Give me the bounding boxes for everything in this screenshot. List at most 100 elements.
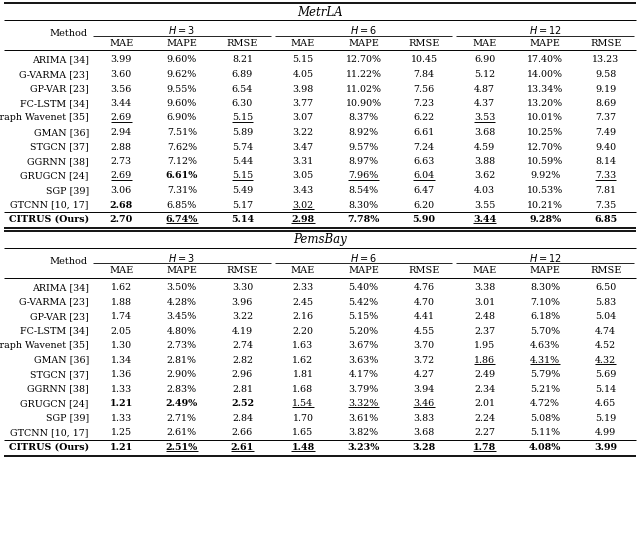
Text: 2.71%: 2.71% bbox=[167, 414, 197, 423]
Text: 6.74%: 6.74% bbox=[166, 215, 198, 224]
Text: 3.99: 3.99 bbox=[111, 55, 132, 64]
Text: RMSE: RMSE bbox=[590, 39, 621, 48]
Text: 5.08%: 5.08% bbox=[530, 414, 560, 423]
Text: 6.50: 6.50 bbox=[595, 283, 616, 292]
Text: MAPE: MAPE bbox=[348, 39, 379, 48]
Text: 3.05: 3.05 bbox=[292, 172, 314, 181]
Text: 1.21: 1.21 bbox=[109, 443, 133, 452]
Text: 1.62: 1.62 bbox=[111, 283, 132, 292]
Text: 6.30: 6.30 bbox=[232, 99, 253, 108]
Text: 3.67%: 3.67% bbox=[348, 341, 379, 350]
Text: 3.79%: 3.79% bbox=[348, 385, 379, 394]
Text: 3.68: 3.68 bbox=[474, 128, 495, 137]
Text: 2.68: 2.68 bbox=[109, 201, 133, 210]
Text: ARIMA [34]: ARIMA [34] bbox=[32, 55, 89, 64]
Text: 6.54: 6.54 bbox=[232, 84, 253, 93]
Text: 7.56: 7.56 bbox=[413, 84, 435, 93]
Text: 10.21%: 10.21% bbox=[527, 201, 563, 210]
Text: 3.01: 3.01 bbox=[474, 298, 495, 307]
Text: Graph Wavenet [35]: Graph Wavenet [35] bbox=[0, 341, 89, 350]
Text: GTCNN [10, 17]: GTCNN [10, 17] bbox=[10, 201, 89, 210]
Text: 1.33: 1.33 bbox=[111, 385, 132, 394]
Text: 5.15: 5.15 bbox=[232, 172, 253, 181]
Text: 3.06: 3.06 bbox=[111, 186, 132, 195]
Text: 8.92%: 8.92% bbox=[348, 128, 379, 137]
Text: 5.70%: 5.70% bbox=[530, 327, 560, 336]
Text: 2.96: 2.96 bbox=[232, 370, 253, 379]
Text: 10.59%: 10.59% bbox=[527, 157, 563, 166]
Text: 3.32%: 3.32% bbox=[348, 399, 379, 408]
Text: MAE: MAE bbox=[109, 39, 133, 48]
Text: GTCNN [10, 17]: GTCNN [10, 17] bbox=[10, 428, 89, 437]
Text: 1.78: 1.78 bbox=[473, 443, 496, 452]
Text: 12.70%: 12.70% bbox=[346, 55, 381, 64]
Text: 4.31%: 4.31% bbox=[530, 356, 560, 365]
Text: 2.49%: 2.49% bbox=[166, 399, 198, 408]
Text: SGP [39]: SGP [39] bbox=[45, 414, 89, 423]
Text: $H = 3$: $H = 3$ bbox=[168, 24, 195, 36]
Text: 7.24: 7.24 bbox=[413, 143, 435, 151]
Text: FC-LSTM [34]: FC-LSTM [34] bbox=[20, 327, 89, 336]
Text: 5.79%: 5.79% bbox=[530, 370, 560, 379]
Text: 4.17%: 4.17% bbox=[349, 370, 378, 379]
Text: 6.20: 6.20 bbox=[413, 201, 435, 210]
Text: MAE: MAE bbox=[472, 266, 497, 275]
Text: 3.68: 3.68 bbox=[413, 428, 435, 437]
Text: 2.69: 2.69 bbox=[111, 172, 132, 181]
Text: 3.98: 3.98 bbox=[292, 84, 314, 93]
Text: 8.69: 8.69 bbox=[595, 99, 616, 108]
Text: PemsBay: PemsBay bbox=[293, 233, 347, 247]
Text: 3.30: 3.30 bbox=[232, 283, 253, 292]
Text: 6.61: 6.61 bbox=[413, 128, 435, 137]
Text: 7.49: 7.49 bbox=[595, 128, 616, 137]
Text: 3.62: 3.62 bbox=[474, 172, 495, 181]
Text: 8.21: 8.21 bbox=[232, 55, 253, 64]
Text: 1.33: 1.33 bbox=[111, 414, 132, 423]
Text: 4.19: 4.19 bbox=[232, 327, 253, 336]
Text: 5.44: 5.44 bbox=[232, 157, 253, 166]
Text: 8.37%: 8.37% bbox=[348, 113, 379, 122]
Text: 5.74: 5.74 bbox=[232, 143, 253, 151]
Text: GP-VAR [23]: GP-VAR [23] bbox=[30, 312, 89, 321]
Text: 1.74: 1.74 bbox=[111, 312, 132, 321]
Text: 6.89: 6.89 bbox=[232, 70, 253, 79]
Text: 3.38: 3.38 bbox=[474, 283, 495, 292]
Text: 8.14: 8.14 bbox=[595, 157, 616, 166]
Text: 5.15: 5.15 bbox=[292, 55, 314, 64]
Text: 6.04: 6.04 bbox=[413, 172, 435, 181]
Text: 3.28: 3.28 bbox=[412, 443, 436, 452]
Text: 2.66: 2.66 bbox=[232, 428, 253, 437]
Text: 9.60%: 9.60% bbox=[166, 99, 197, 108]
Text: 9.62%: 9.62% bbox=[166, 70, 197, 79]
Text: 3.44: 3.44 bbox=[111, 99, 132, 108]
Text: 3.60: 3.60 bbox=[111, 70, 132, 79]
Text: 3.82%: 3.82% bbox=[348, 428, 379, 437]
Text: 13.23: 13.23 bbox=[592, 55, 620, 64]
Text: 3.22: 3.22 bbox=[292, 128, 314, 137]
Text: 10.45: 10.45 bbox=[410, 55, 438, 64]
Text: 13.20%: 13.20% bbox=[527, 99, 563, 108]
Text: RMSE: RMSE bbox=[227, 39, 258, 48]
Text: 3.22: 3.22 bbox=[232, 312, 253, 321]
Text: 2.73%: 2.73% bbox=[167, 341, 197, 350]
Text: 13.34%: 13.34% bbox=[527, 84, 563, 93]
Text: 4.63%: 4.63% bbox=[530, 341, 560, 350]
Text: 2.81: 2.81 bbox=[232, 385, 253, 394]
Text: 5.12: 5.12 bbox=[474, 70, 495, 79]
Text: 1.30: 1.30 bbox=[111, 341, 132, 350]
Text: 1.70: 1.70 bbox=[292, 414, 314, 423]
Text: 5.89: 5.89 bbox=[232, 128, 253, 137]
Text: 2.24: 2.24 bbox=[474, 414, 495, 423]
Text: GMAN [36]: GMAN [36] bbox=[34, 356, 89, 365]
Text: 2.20: 2.20 bbox=[292, 327, 314, 336]
Text: 5.11%: 5.11% bbox=[530, 428, 560, 437]
Text: 4.99: 4.99 bbox=[595, 428, 616, 437]
Text: 10.25%: 10.25% bbox=[527, 128, 563, 137]
Text: 2.88: 2.88 bbox=[111, 143, 132, 151]
Text: 4.05: 4.05 bbox=[292, 70, 314, 79]
Text: 2.84: 2.84 bbox=[232, 414, 253, 423]
Text: 8.54%: 8.54% bbox=[348, 186, 379, 195]
Text: 1.68: 1.68 bbox=[292, 385, 314, 394]
Text: 2.49: 2.49 bbox=[474, 370, 495, 379]
Text: SGP [39]: SGP [39] bbox=[45, 186, 89, 195]
